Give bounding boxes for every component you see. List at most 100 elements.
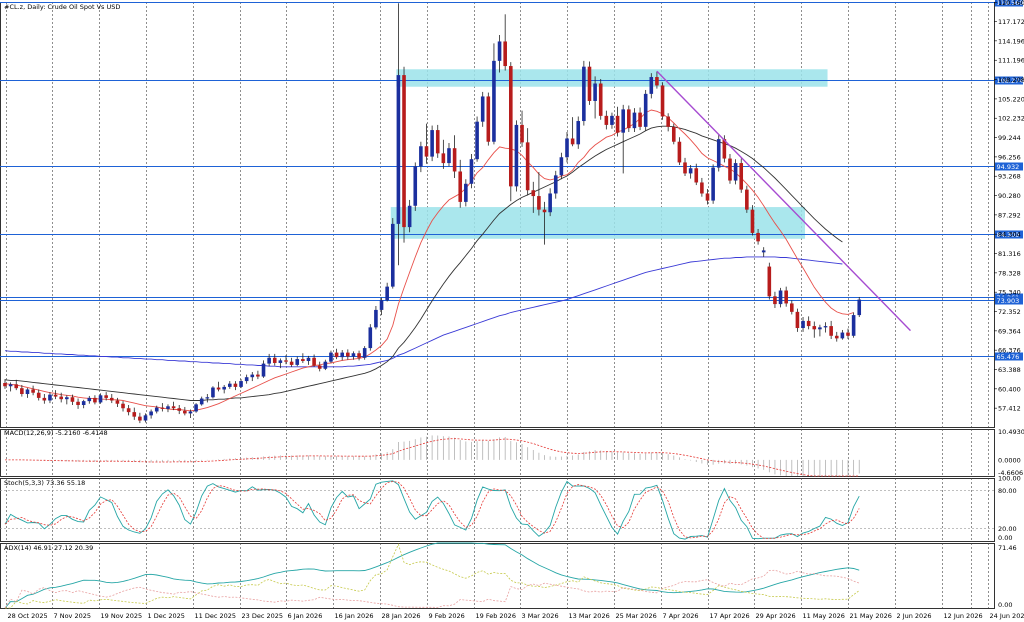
- level-tag: 65.476: [997, 353, 1020, 361]
- candle-body: [739, 163, 744, 190]
- candle-body: [503, 41, 507, 67]
- candle-body: [42, 397, 47, 401]
- date-label: 19 Feb 2026: [476, 612, 516, 620]
- level-tag: 84.309: [997, 231, 1020, 239]
- candle-body: [109, 397, 114, 401]
- price-tick-label: 78.328: [998, 269, 1021, 277]
- macd-label: MACD(12,26,9) -5.2160 -6.4148: [4, 429, 108, 437]
- candle-body: [194, 404, 198, 412]
- stoch-tick-label: 80.00: [998, 487, 1017, 495]
- candle-body: [761, 250, 766, 253]
- candle-body: [329, 352, 333, 362]
- candle-body: [823, 326, 828, 328]
- price-tick-label: 102.232: [998, 115, 1024, 123]
- price-tick-label: 75.340: [998, 289, 1021, 297]
- candle-body: [272, 357, 277, 363]
- price-tick-label: 93.268: [998, 173, 1021, 181]
- candle-body: [36, 392, 41, 398]
- level-tag-bg: [995, 352, 1023, 361]
- candle-body: [317, 365, 322, 369]
- price-tick-label: 84.304: [998, 231, 1021, 239]
- date-label: 21 May 2026: [850, 612, 892, 620]
- candle-body: [284, 360, 288, 362]
- candle-body: [694, 168, 699, 183]
- trendline: [656, 70, 911, 332]
- adx-label: ADX(14) 46.91 27.12 20.39: [4, 544, 93, 552]
- date-label: 16 Jan 2026: [335, 612, 374, 620]
- chart-panes: [0, 2, 995, 609]
- stoch-tick-label: 20.00: [998, 525, 1017, 533]
- candle-body: [340, 352, 344, 358]
- candle-body: [211, 387, 215, 398]
- candle-body: [346, 352, 350, 357]
- horizontal-levels: 119.560108.27494.93284.30974.36173.90365…: [0, 0, 1023, 361]
- candle-body: [368, 327, 373, 349]
- price-tick-label: 90.280: [998, 192, 1021, 200]
- candle-body: [65, 397, 69, 400]
- sma-long-line: [4, 256, 843, 368]
- date-label: 23 Dec 2025: [242, 612, 284, 620]
- candle-body: [818, 327, 822, 330]
- candle-body: [520, 124, 524, 143]
- candle-body: [25, 389, 30, 395]
- date-label: 1 Dec 2025: [148, 612, 185, 620]
- candle-body: [537, 196, 541, 210]
- candle-body: [419, 146, 423, 167]
- date-label: 24 Jun 2026: [990, 612, 1024, 620]
- candle-body: [621, 109, 625, 133]
- candle-body: [205, 397, 210, 399]
- candle-body: [222, 386, 226, 390]
- candle-body: [610, 115, 614, 125]
- candle-body: [183, 410, 187, 414]
- candle-body: [778, 290, 783, 305]
- candle-body: [790, 303, 794, 312]
- pane-frame-2: [0, 478, 995, 542]
- candle-body: [357, 353, 361, 358]
- candle-body: [312, 357, 316, 366]
- candle-body: [267, 357, 271, 364]
- price-tick-label: 114.196: [998, 37, 1024, 45]
- candle-body: [598, 83, 603, 116]
- candle-body: [396, 75, 401, 224]
- candle-body: [834, 335, 839, 339]
- candle-body: [767, 266, 772, 297]
- candle-body: [379, 300, 384, 310]
- level-tag-bg: [995, 230, 1023, 239]
- level-tag: 119.560: [997, 0, 1024, 7]
- level-tag-bg: [995, 76, 1023, 85]
- price-tick-label: 111.196: [998, 57, 1024, 65]
- candle-body: [295, 359, 300, 365]
- candle-body: [301, 359, 305, 362]
- candle-body: [716, 139, 721, 168]
- date-label: 11 May 2026: [803, 612, 845, 620]
- date-label: 3 Mar 2026: [522, 612, 559, 620]
- candle-body: [643, 93, 648, 127]
- candle-body: [728, 158, 732, 181]
- pane-frame-3: [0, 543, 995, 609]
- stoch-k-line: [4, 480, 860, 540]
- candle-body: [570, 138, 575, 145]
- candle-body: [81, 401, 86, 406]
- adx-tick-label: 0.00: [998, 601, 1012, 609]
- candle-body: [458, 171, 463, 202]
- candle-body: [542, 209, 547, 213]
- price-tick-label: 60.400: [998, 385, 1021, 393]
- date-label: 6 Jan 2026: [288, 612, 323, 620]
- date-label: 28 Oct 2025: [8, 612, 48, 620]
- candle-body: [604, 115, 609, 125]
- candle-body: [53, 394, 58, 397]
- stoch-tick-label: 100.00: [998, 475, 1021, 483]
- candle-body: [93, 397, 97, 403]
- candle-body: [829, 326, 833, 336]
- date-label: 13 Mar 2026: [569, 612, 610, 620]
- candle-body: [14, 384, 19, 389]
- candle-body: [509, 66, 513, 187]
- candle-body: [188, 411, 193, 414]
- candle-body: [121, 403, 125, 409]
- candle-body: [8, 384, 13, 387]
- candle-body: [666, 116, 670, 127]
- candle-body: [149, 411, 153, 416]
- candle-body: [660, 85, 665, 117]
- candle-body: [177, 408, 182, 411]
